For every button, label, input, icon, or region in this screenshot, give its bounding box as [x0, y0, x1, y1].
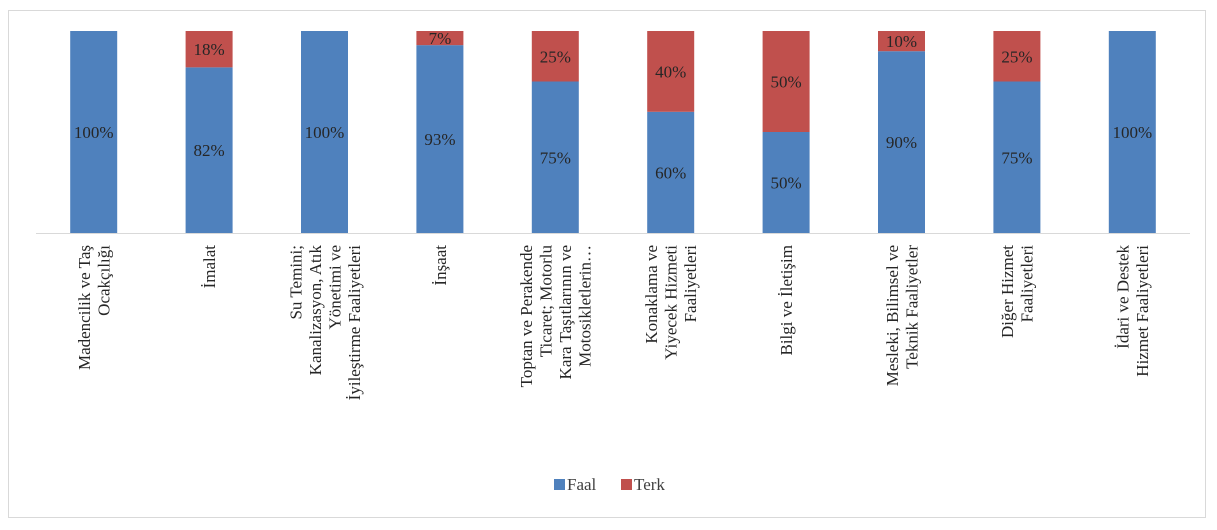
data-label-faal-7: 90%: [886, 133, 917, 152]
data-label-terk-1: 18%: [194, 40, 225, 59]
category-label-9: İdari ve DestekHizmet Faaliyetleri: [1114, 245, 1153, 377]
data-label-faal-5: 60%: [655, 163, 686, 182]
category-label-5: Konaklama veYiyecek HizmetiFaaliyetleri: [642, 245, 700, 360]
bar-terk-7: [878, 31, 925, 52]
data-label-terk-5: 40%: [655, 62, 686, 81]
bar-terk-5: [647, 31, 695, 112]
bar-faal-9: [1108, 31, 1156, 233]
data-label-faal-4: 75%: [540, 148, 571, 167]
bar-faal-5: [647, 111, 695, 233]
data-label-terk-4: 25%: [540, 47, 571, 66]
legend-label-terk: Terk: [634, 475, 665, 494]
bar-terk-6: [762, 31, 810, 132]
data-label-terk-8: 25%: [1001, 47, 1032, 66]
category-label-6: Bilgi ve İletişim: [777, 245, 796, 356]
bars-group: [70, 31, 1156, 234]
bar-terk-3: [416, 31, 464, 46]
category-label-1: İmalat: [200, 245, 219, 289]
data-label-terk-7: 10%: [886, 32, 917, 51]
data-label-faal-3: 93%: [424, 130, 455, 149]
data-label-faal-6: 50%: [771, 174, 802, 193]
bar-faal-6: [762, 132, 810, 233]
category-label-8: Diğer HizmetFaaliyetleri: [998, 245, 1037, 338]
legend-swatch-faal: [554, 479, 565, 490]
bar-faal-1: [185, 67, 233, 233]
data-label-faal-1: 82%: [194, 141, 225, 160]
bar-terk-4: [531, 31, 579, 82]
category-label-2: Su Temini;Kanalizasyon, AtıkYönetimi veİ…: [286, 245, 364, 401]
bar-terk-8: [993, 31, 1041, 82]
data-label-faal-2: 100%: [305, 123, 345, 142]
bar-faal-3: [416, 45, 464, 233]
category-label-3: İnşaat: [431, 245, 450, 286]
data-label-terk-3: 7%: [429, 29, 452, 48]
legend-swatch-terk: [621, 479, 632, 490]
category-label-4: Toptan ve PerakendeTicaret; MotorluKara …: [517, 245, 595, 388]
bar-terk-1: [185, 31, 233, 68]
bar-faal-2: [301, 31, 348, 233]
category-label-7: Mesleki, Bilimsel veTeknik Faaliyetler: [883, 245, 922, 387]
bar-faal-4: [531, 81, 579, 233]
bar-faal-0: [70, 31, 118, 233]
legend: Faal Terk: [554, 475, 665, 494]
data-label-faal-8: 75%: [1001, 148, 1032, 167]
bar-faal-7: [878, 51, 925, 234]
legend-label-faal: Faal: [567, 475, 597, 494]
bar-faal-8: [993, 81, 1041, 233]
data-label-terk-6: 50%: [771, 73, 802, 92]
data-label-faal-9: 100%: [1112, 123, 1152, 142]
category-labels-group: Madencilik ve TaşOcakçılığı İmalat Su Temi…: [75, 245, 1152, 401]
category-label-0: Madencilik ve TaşOcakçılığı: [75, 245, 114, 370]
data-label-faal-0: 100%: [74, 123, 114, 142]
data-labels-group: 100% 82% 18% 100% 93% 7% 75% 25% 60% 40% 50% 50% 90%…: [74, 29, 1152, 192]
